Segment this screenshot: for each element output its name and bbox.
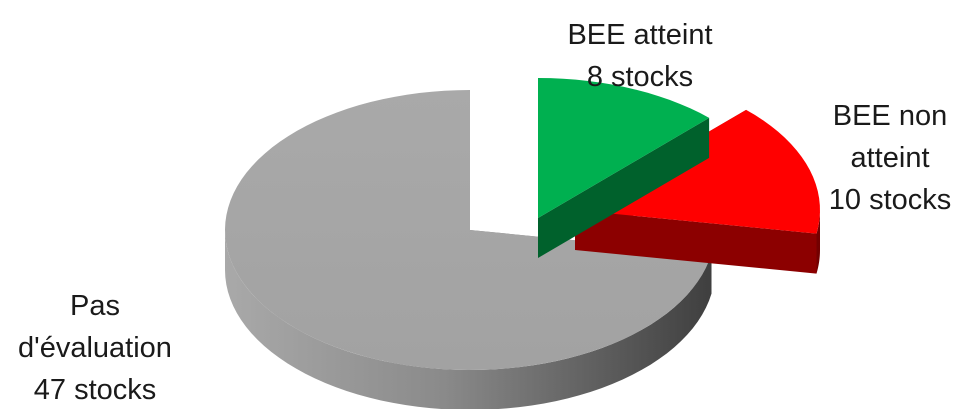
slice-label-line: BEE non [832, 100, 948, 132]
pie-slice-pas-d-valuation [225, 90, 712, 409]
slice-cut-face [538, 117, 710, 258]
slice-label-line: Pas [70, 290, 120, 322]
slice-top-face [225, 90, 712, 370]
slice-label-bee-atteint: BEE atteint 8 stocks [545, 14, 735, 98]
slice-cut-face [575, 210, 817, 274]
slice-outer-wall [225, 230, 712, 409]
pie-slice-bee-atteint [538, 78, 710, 258]
slice-top-face [575, 109, 820, 234]
slice-top-face [538, 78, 710, 218]
slice-label-line: atteint [850, 142, 930, 174]
slice-outer-wall [816, 210, 820, 274]
slice-label-bee-non-atteint: BEE non atteint 10 stocks [810, 95, 968, 221]
slice-label-line: BEE atteint [567, 19, 713, 51]
slice-label-line: 10 stocks [828, 184, 952, 216]
slice-label-pas-evaluation: Pas d'évaluation 47 stocks [0, 285, 190, 411]
slice-label-line: 8 stocks [586, 61, 694, 93]
slice-label-line: 47 stocks [33, 374, 157, 406]
slice-label-line: d'évaluation [18, 332, 172, 364]
